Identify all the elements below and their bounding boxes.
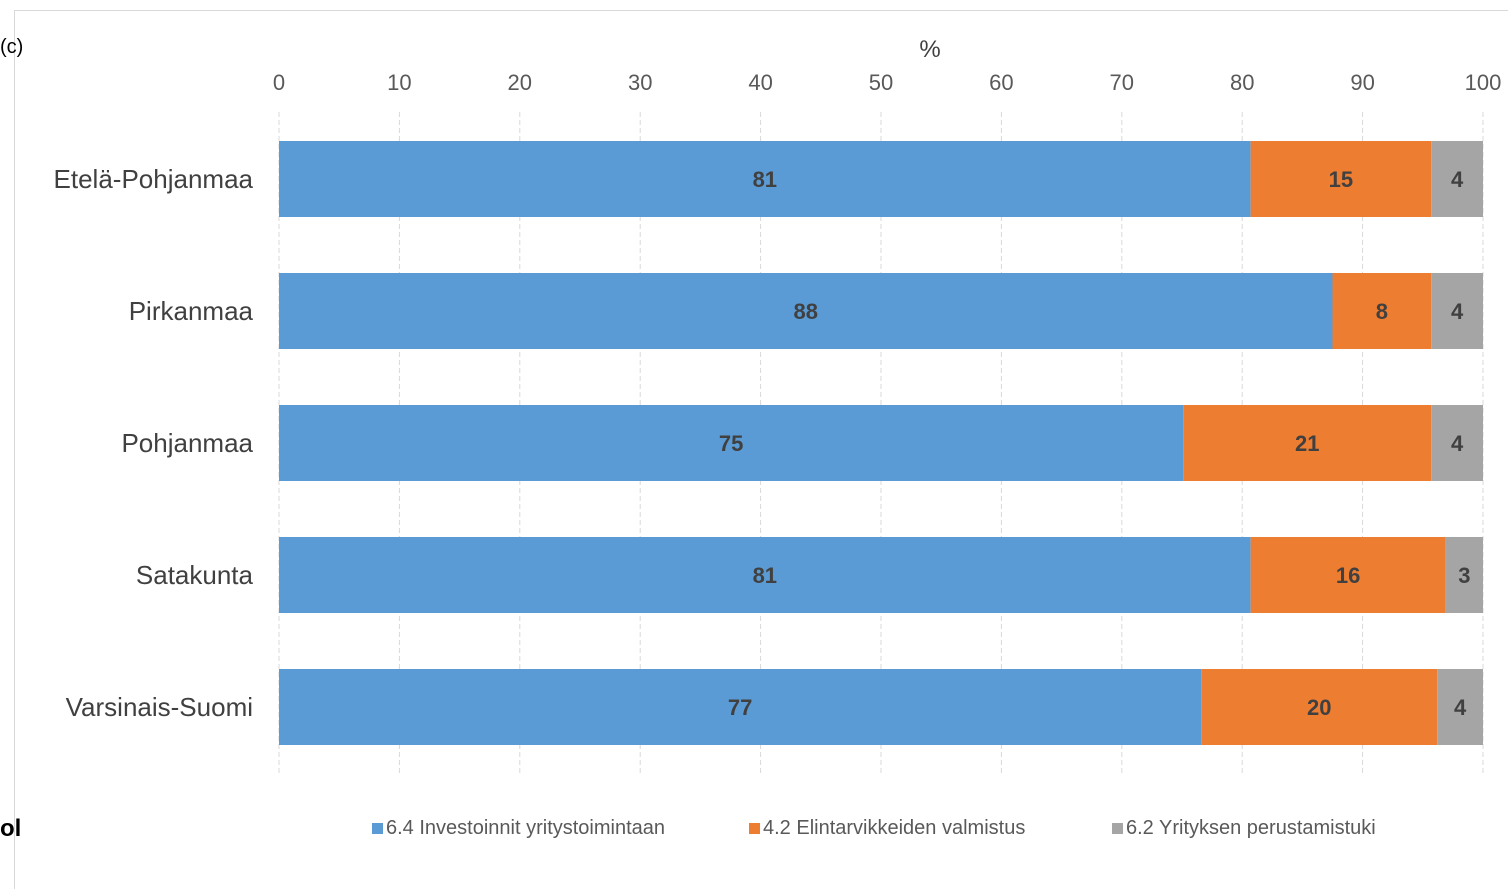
bar-segment <box>1431 273 1483 349</box>
bar-segment <box>1201 669 1438 745</box>
bar-segment <box>279 405 1184 481</box>
bar-segment <box>1250 537 1446 613</box>
category-labels: Etelä-Pohjanmaa Pirkanmaa Pohjanmaa Satakun… <box>54 164 254 722</box>
legend-swatch <box>1112 823 1123 834</box>
x-tick-label: 0 <box>273 70 285 95</box>
x-tick-label: 100 <box>1465 70 1502 95</box>
bar-value-label: 81 <box>753 563 777 588</box>
x-tick-label: 40 <box>748 70 772 95</box>
bar-value-label: 4 <box>1451 431 1464 456</box>
chart-frame <box>14 10 1508 889</box>
category-label: Satakunta <box>136 560 254 590</box>
x-axis-title: % <box>919 36 940 63</box>
bar-value-label: 3 <box>1458 563 1470 588</box>
bar-value-label: 77 <box>728 695 752 720</box>
category-label: Etelä-Pohjanmaa <box>54 164 254 194</box>
legend-swatch <box>749 823 760 834</box>
x-tick-label: 90 <box>1350 70 1374 95</box>
legend-label: 6.2 Yrityksen perustamistuki <box>1126 817 1376 839</box>
x-tick-label: 50 <box>869 70 893 95</box>
x-tick-label: 30 <box>628 70 652 95</box>
edge-text-fragment-top: (c) <box>0 36 24 58</box>
legend-label: 4.2 Elintarvikkeiden valmistus <box>763 817 1025 839</box>
bar-segment <box>1437 669 1483 745</box>
x-tick-label: 80 <box>1230 70 1254 95</box>
x-tick-label: 10 <box>387 70 411 95</box>
bar-value-label: 8 <box>1376 299 1388 324</box>
bar-value-label: 88 <box>794 299 818 324</box>
bar-value-label: 4 <box>1454 695 1467 720</box>
category-label: Varsinais-Suomi <box>66 692 253 722</box>
bar-segment <box>279 537 1251 613</box>
bar-segment <box>1183 405 1432 481</box>
x-tick-label: 20 <box>508 70 532 95</box>
legend: 6.4 Investoinnit yritystoimintaan 4.2 Eli… <box>372 817 1376 839</box>
x-tick-labels: 0 10 20 30 40 50 60 70 80 90 100 <box>273 70 1501 95</box>
bars: 81 15 488 8 475 21 481 16 377 20 4 <box>279 141 1483 745</box>
legend-label: 6.4 Investoinnit yritystoimintaan <box>386 817 665 839</box>
bar-segment <box>1431 141 1483 217</box>
bar-segment <box>279 273 1333 349</box>
bar-segment <box>1445 537 1483 613</box>
bar-value-label: 21 <box>1295 431 1319 456</box>
bar-value-label: 4 <box>1451 167 1464 192</box>
legend-swatch <box>372 823 383 834</box>
bar-segment <box>1250 141 1432 217</box>
bar-value-label: 20 <box>1307 695 1331 720</box>
bar-value-label: 16 <box>1336 563 1360 588</box>
bar-value-label: 81 <box>753 167 777 192</box>
x-tick-label: 70 <box>1110 70 1134 95</box>
category-label: Pirkanmaa <box>129 296 254 326</box>
bar-segment <box>1431 405 1483 481</box>
bar-segment <box>279 669 1202 745</box>
bar-value-label: 15 <box>1329 167 1353 192</box>
x-tick-label: 60 <box>989 70 1013 95</box>
bar-value-label: 75 <box>719 431 743 456</box>
edge-text-fragment-bottom: ol <box>0 815 22 842</box>
category-label: Pohjanmaa <box>121 428 253 458</box>
bar-segment <box>279 141 1251 217</box>
bar-value-label: 4 <box>1451 299 1464 324</box>
bar-segment <box>1332 273 1432 349</box>
